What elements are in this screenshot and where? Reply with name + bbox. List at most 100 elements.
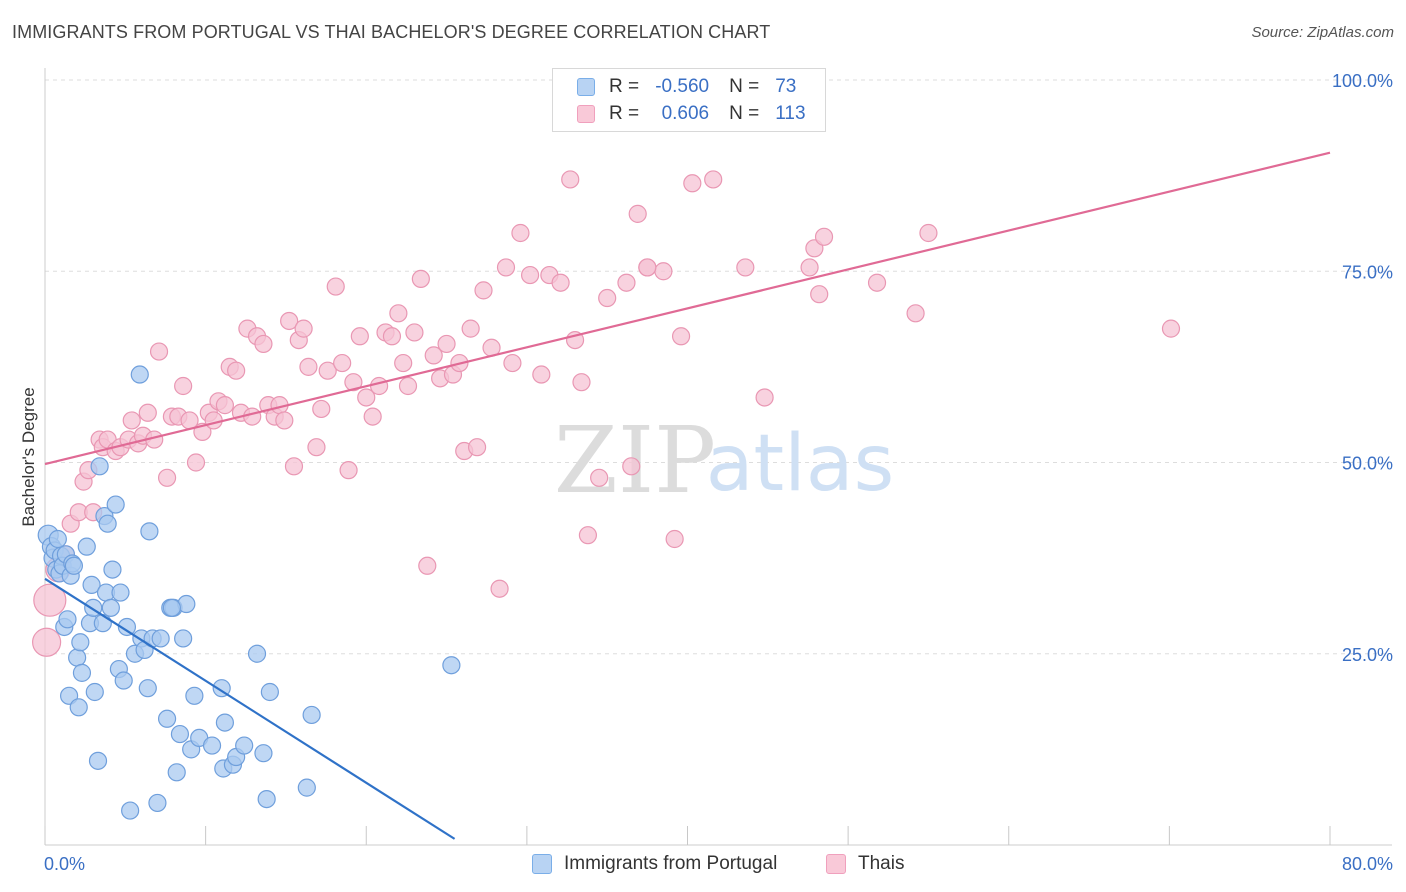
thais-point — [149, 342, 169, 361]
thais-point — [204, 411, 223, 430]
thais-point — [363, 407, 382, 426]
thais-point — [294, 319, 313, 338]
thais-point — [814, 227, 834, 246]
thais-point — [437, 334, 456, 354]
portugal-point — [202, 736, 222, 755]
thais-point — [389, 304, 408, 323]
portugal-point — [138, 679, 157, 698]
thais-point — [683, 174, 702, 193]
thais-point — [561, 170, 580, 189]
thais-point — [333, 353, 352, 373]
legend-r-value: 0.606 — [661, 103, 710, 124]
bottom-legend-portugal: Immigrants from Portugal — [532, 851, 777, 877]
bottom-legend-label: Immigrants from Portugal — [564, 853, 778, 874]
thais-point — [617, 273, 636, 292]
thais-point — [919, 223, 938, 243]
portugal-point — [101, 598, 120, 617]
bottom-legend-label: Thais — [858, 853, 905, 874]
portugal-point — [167, 763, 186, 782]
legend-n-value: 73 — [775, 76, 797, 97]
thais-point — [800, 258, 819, 277]
thais-point — [654, 262, 673, 281]
thais-point — [755, 388, 774, 407]
thais-point — [490, 579, 509, 598]
thais-point — [590, 468, 609, 487]
chart-title: IMMIGRANTS FROM PORTUGAL VS THAI BACHELO… — [12, 22, 771, 42]
portugal-point — [148, 793, 167, 813]
portugal-trend-line — [44, 577, 456, 840]
thais-point — [867, 273, 887, 292]
thais-point — [1161, 319, 1181, 338]
portugal-point — [257, 789, 276, 809]
thais-point — [704, 170, 723, 189]
thais-point — [318, 361, 337, 380]
thais-point — [215, 396, 234, 415]
portugal-point — [162, 598, 181, 617]
thais-point — [736, 258, 755, 277]
thais-point — [503, 353, 522, 373]
thais-point — [382, 327, 402, 346]
trend-lines — [44, 151, 1331, 840]
thais-point — [578, 526, 598, 545]
portugal-point — [151, 629, 170, 648]
portugal-point — [117, 617, 137, 637]
portugal-point — [85, 682, 104, 702]
stats-legend: R = -0.560 N = 73 R = 0.606 N = 113 — [552, 68, 826, 132]
bottom-legend-swatch-blue — [532, 854, 552, 874]
portugal-point — [254, 744, 273, 763]
thais-point — [810, 285, 829, 304]
thais-point — [357, 388, 376, 407]
legend-r-value: -0.560 — [655, 76, 710, 97]
thais-point — [520, 265, 540, 285]
portugal-point — [170, 724, 190, 744]
portugal-point — [82, 575, 101, 595]
watermark-atlas: atlas — [706, 419, 895, 509]
legend-row-thais: R = 0.606 N = 113 — [577, 101, 811, 127]
portugal-point — [77, 537, 96, 556]
thais-point — [598, 288, 617, 308]
portugal-point — [140, 522, 159, 541]
portugal-point — [247, 644, 267, 663]
portugal-point — [90, 457, 109, 476]
y-tick-label: 100.0% — [1332, 71, 1393, 91]
thais-point — [474, 281, 493, 300]
thais-point — [906, 304, 925, 323]
y-tick-label: 25.0% — [1342, 645, 1393, 665]
portugal-point — [58, 610, 77, 629]
legend-row-portugal: R = -0.560 N = 73 — [577, 74, 811, 100]
thais-point — [572, 373, 591, 392]
thais-point — [671, 327, 691, 346]
thais-point — [186, 453, 206, 472]
thais-point — [280, 311, 299, 331]
thais-point — [511, 223, 530, 243]
y-axis-label: Bachelor's Degree — [19, 387, 38, 526]
portugal-point — [235, 736, 254, 755]
portugal-point — [174, 629, 193, 648]
portugal-point — [98, 514, 117, 533]
portugal-point — [69, 698, 88, 717]
thais-point — [496, 258, 516, 277]
x-tick-label: 0.0% — [44, 854, 85, 874]
thais-point — [339, 461, 358, 480]
legend-n-label: N = — [729, 103, 760, 124]
thais-point — [32, 627, 62, 657]
thais-point — [254, 334, 273, 354]
portugal-point — [68, 648, 87, 667]
thais-point — [418, 556, 437, 575]
x-axis-ticks — [44, 826, 1331, 845]
portugal-point — [72, 663, 92, 682]
thais-point — [275, 411, 294, 430]
thais-point — [628, 204, 647, 223]
portugal-point — [302, 705, 321, 725]
thais-point — [424, 346, 443, 365]
bottom-legend-thais: Thais — [826, 851, 904, 877]
thais-point — [370, 376, 389, 396]
x-tick-labels: 0.0% 80.0% — [44, 854, 1393, 874]
thais-point — [622, 457, 641, 476]
portugal-point — [111, 583, 130, 602]
thais-point — [227, 361, 246, 380]
legend-swatch-pink — [577, 105, 595, 123]
thais-point — [307, 438, 326, 457]
portugal-point — [93, 614, 112, 633]
thais-point — [174, 376, 193, 396]
